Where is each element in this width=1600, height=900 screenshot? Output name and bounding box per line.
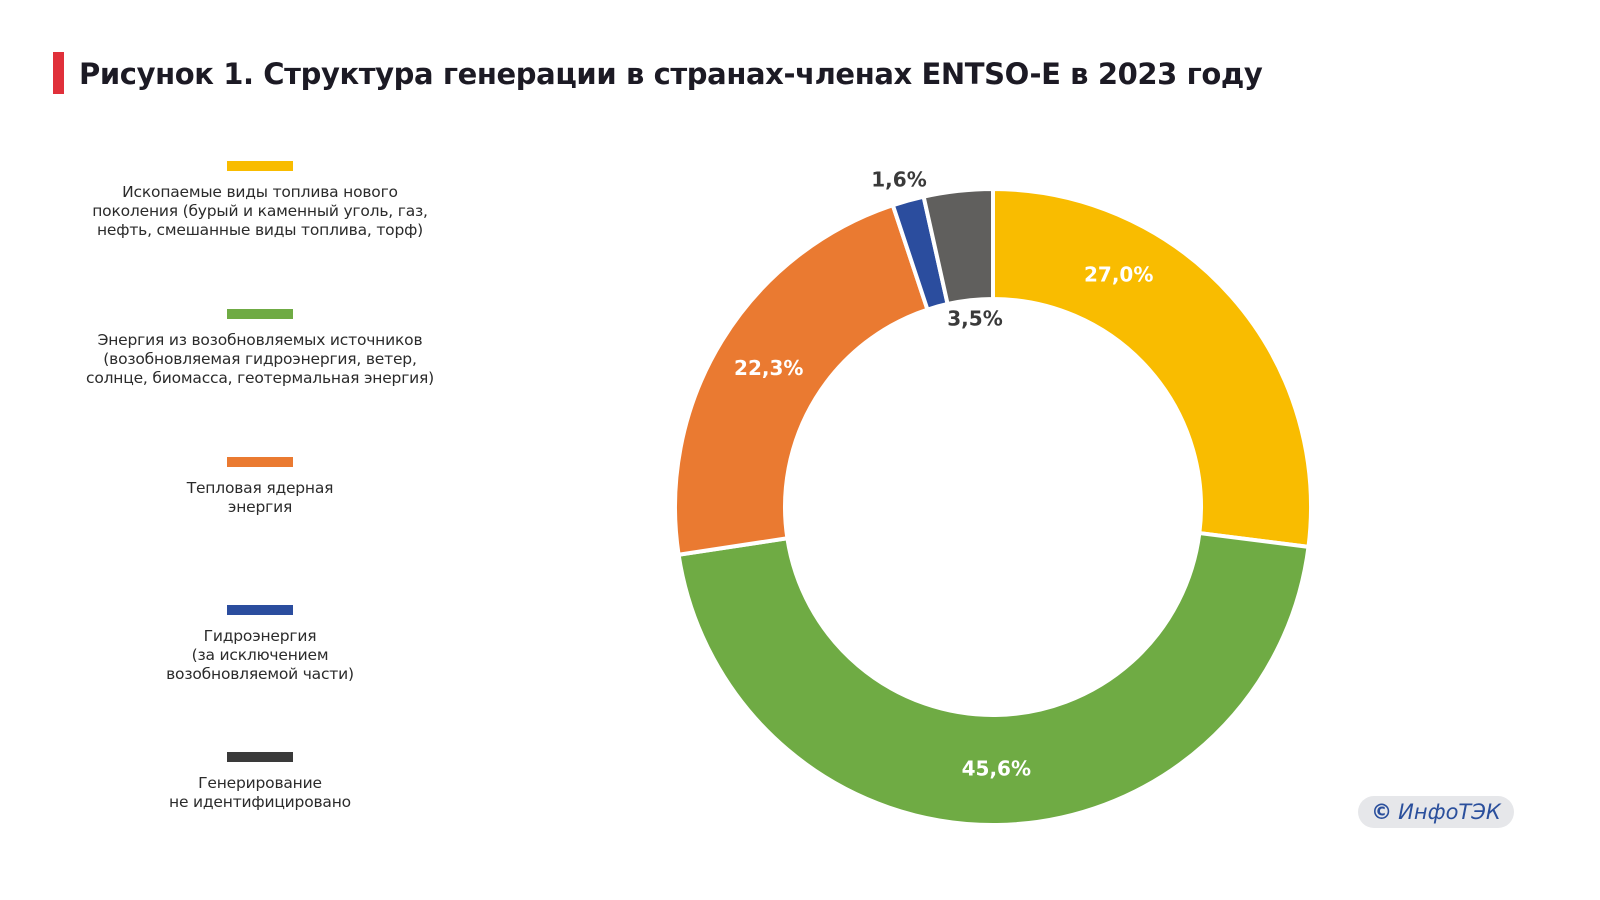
label-fossil: 27,0% xyxy=(1084,262,1153,286)
legend-item-fossil: Ископаемые виды топлива нового поколения… xyxy=(80,161,440,240)
label-hydro: 1,6% xyxy=(871,168,926,192)
copyright-icon: © xyxy=(1371,800,1393,824)
slice-fossil xyxy=(991,186,1313,550)
legend-swatch xyxy=(227,309,293,319)
legend-label: Ископаемые виды топлива нового поколения… xyxy=(92,183,428,239)
legend-label: Тепловая ядерная энергия xyxy=(186,479,334,516)
legend-swatch xyxy=(227,457,293,467)
slice-unidentified xyxy=(921,186,995,307)
label-nuclear: 22,3% xyxy=(734,356,803,380)
legend-item-nuclear: Тепловая ядерная энергия xyxy=(80,457,440,517)
watermark-badge: © ИнфоТЭК xyxy=(1358,796,1514,828)
legend-label: Гидроэнергия (за исключением возобновляе… xyxy=(166,627,354,683)
label-renewable: 45,6% xyxy=(962,756,1031,780)
legend-item-unidentified: Генерирование не идентифицировано xyxy=(80,752,440,812)
chart-title: Рисунок 1. Структура генерации в странах… xyxy=(79,57,1263,91)
slice-renewable xyxy=(676,530,1311,827)
legend-swatch xyxy=(227,161,293,171)
watermark-text: ИнфоТЭК xyxy=(1398,800,1501,824)
title-accent-bar xyxy=(53,52,64,94)
legend-item-hydro: Гидроэнергия (за исключением возобновляе… xyxy=(80,605,440,684)
label-unidentified: 3,5% xyxy=(947,307,1002,331)
legend-label: Генерирование не идентифицировано xyxy=(169,774,351,811)
legend-item-renewable: Энергия из возобновляемых источников (во… xyxy=(80,309,440,388)
legend-label: Энергия из возобновляемых источников (во… xyxy=(86,331,434,387)
slice-nuclear xyxy=(673,202,931,558)
legend-swatch xyxy=(227,752,293,762)
legend-swatch xyxy=(227,605,293,615)
